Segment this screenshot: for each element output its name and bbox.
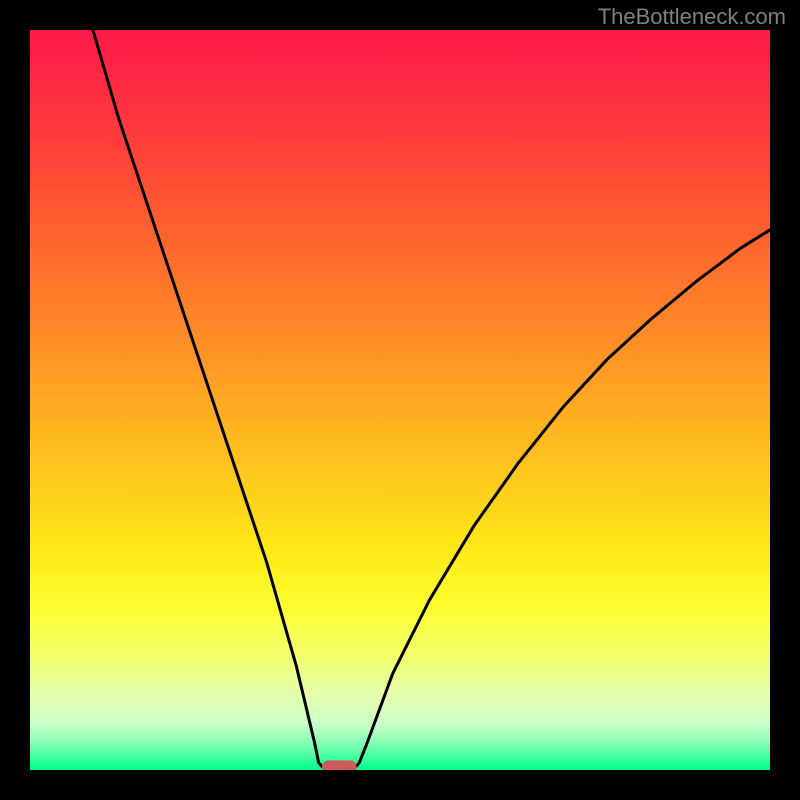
curve-overlay [30,30,770,770]
watermark-text: TheBottleneck.com [598,4,786,30]
plot-area [30,30,770,770]
notch-pill [322,760,357,770]
bottleneck-curve [93,30,770,767]
chart-root: TheBottleneck.com [0,0,800,800]
